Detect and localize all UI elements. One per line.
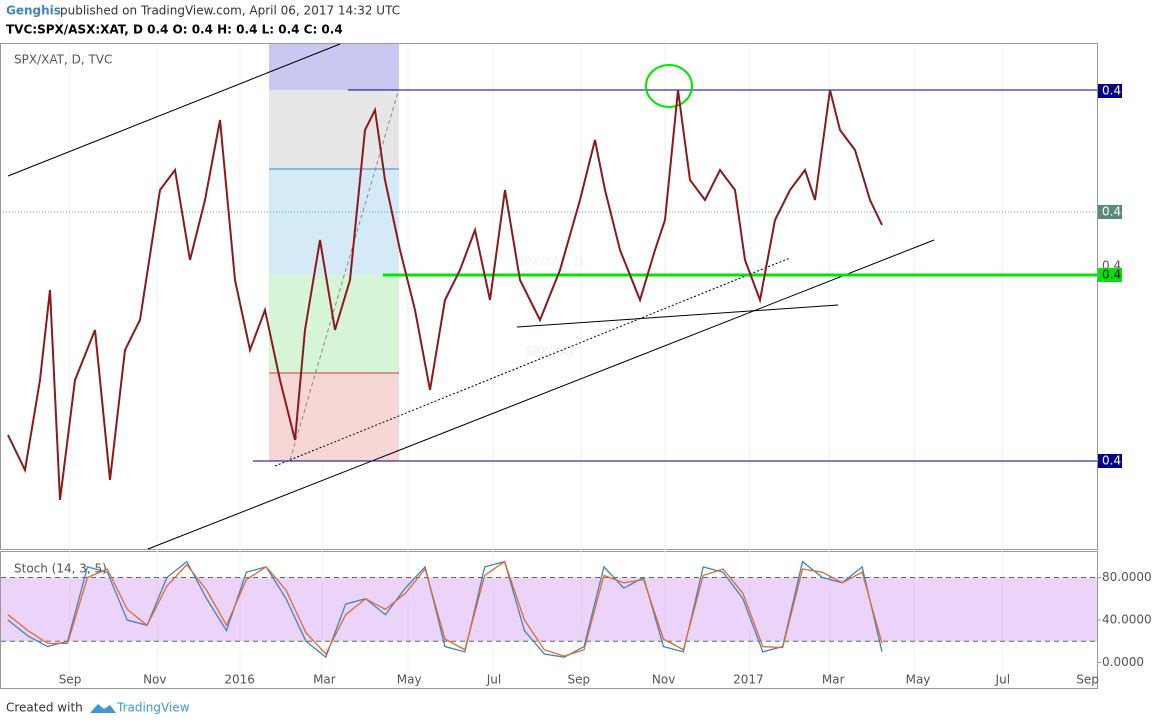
x-axis-label: Sep	[59, 673, 82, 687]
highlight-circle	[645, 64, 693, 108]
y-tick-label: 0.0000	[1102, 655, 1144, 669]
price-pane	[0, 43, 1098, 550]
pane-legend: SPX/XAT, D, TVC	[14, 53, 112, 67]
y-tick-label: 80.0000	[1102, 570, 1152, 584]
trend-line	[516, 304, 839, 328]
x-axis-label: 2017	[733, 673, 764, 687]
price-label: 0.4	[1102, 84, 1121, 98]
x-axis-label: Mar	[822, 673, 845, 687]
trend-line	[7, 43, 341, 177]
stoch-line	[7, 560, 883, 659]
watermark: SPX/XAT, D	[517, 255, 584, 269]
fib-zone	[269, 373, 399, 461]
price-label-bg	[1098, 205, 1122, 219]
x-axis-label: May	[397, 673, 422, 687]
stoch-title: Stoch (14, 3, 5)	[14, 562, 107, 576]
price-line	[7, 89, 883, 501]
price-label-bg	[1098, 84, 1122, 98]
x-axis-label: Mar	[313, 673, 336, 687]
x-axis-label: Nov	[652, 673, 675, 687]
footer-created: Created with	[6, 701, 83, 715]
x-axis-label: Jul	[995, 673, 1010, 687]
price-label: 0.4	[1102, 454, 1121, 468]
trend-line	[274, 257, 791, 467]
price-label-bg	[1098, 268, 1122, 282]
x-axis-label: Sep	[567, 673, 590, 687]
x-axis-label: Nov	[143, 673, 166, 687]
author[interactable]: Genghis	[6, 4, 61, 18]
fib-zone	[269, 90, 399, 169]
x-axis-label: Jul	[486, 673, 501, 687]
published: published on TradingView.com, April 06, …	[60, 4, 400, 18]
logo	[90, 704, 116, 713]
x-axis-label: May	[906, 673, 931, 687]
y-tick-label: 40.0000	[1102, 613, 1152, 627]
stoch-line	[7, 560, 883, 657]
price-label: 0.4	[1102, 268, 1121, 282]
watermark-sub: SPX/XAT	[525, 345, 576, 359]
trend-line	[289, 91, 399, 461]
fib-zone	[269, 44, 399, 90]
stoch-band	[1, 577, 1097, 642]
symbol-line: TVC:SPX/ASX:XAT, D 0.4 O: 0.4 H: 0.4 L: …	[6, 23, 343, 37]
trend-line	[147, 239, 935, 550]
x-axis-label: 2016	[224, 673, 255, 687]
x-axis-label: Sep	[1076, 673, 1099, 687]
price-label-bg	[1098, 454, 1122, 468]
fib-zone	[269, 169, 399, 275]
footer-brand[interactable]: TradingView	[116, 701, 190, 715]
price-label: 0.4	[1102, 205, 1121, 219]
